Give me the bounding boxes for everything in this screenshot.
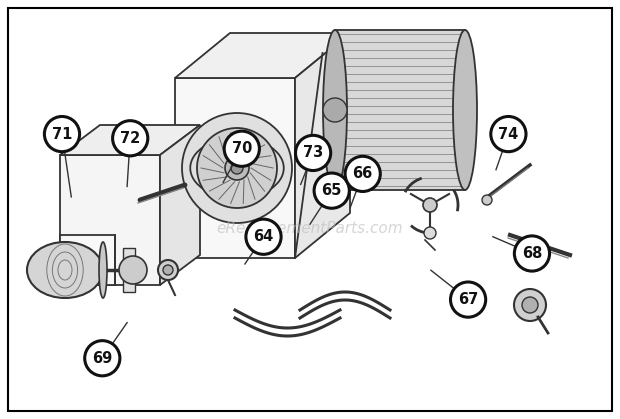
- Circle shape: [182, 113, 292, 223]
- Text: eReplacementParts.com: eReplacementParts.com: [216, 221, 404, 236]
- Bar: [123, 248, 135, 292]
- Text: 69: 69: [92, 351, 112, 366]
- Circle shape: [158, 260, 178, 280]
- Ellipse shape: [323, 30, 347, 190]
- Polygon shape: [295, 33, 350, 258]
- Circle shape: [482, 195, 492, 205]
- Circle shape: [345, 156, 380, 191]
- Text: 68: 68: [522, 246, 542, 261]
- Circle shape: [423, 198, 437, 212]
- Text: 67: 67: [458, 292, 478, 307]
- Circle shape: [451, 282, 485, 317]
- Polygon shape: [175, 33, 350, 78]
- Text: 66: 66: [353, 166, 373, 181]
- Text: 71: 71: [52, 127, 72, 142]
- Circle shape: [314, 173, 349, 208]
- Ellipse shape: [99, 242, 107, 298]
- Ellipse shape: [453, 30, 477, 190]
- Polygon shape: [160, 125, 200, 285]
- Circle shape: [491, 116, 526, 152]
- Circle shape: [225, 156, 249, 180]
- Bar: [335, 30, 465, 190]
- Bar: [175, 78, 295, 258]
- Circle shape: [119, 256, 147, 284]
- Bar: [60, 235, 115, 285]
- Circle shape: [224, 131, 259, 166]
- Bar: [60, 155, 160, 285]
- Text: 74: 74: [498, 127, 518, 142]
- Circle shape: [424, 227, 436, 239]
- Circle shape: [85, 341, 120, 376]
- Circle shape: [514, 289, 546, 321]
- Circle shape: [113, 121, 148, 156]
- Polygon shape: [60, 125, 200, 155]
- Circle shape: [515, 236, 549, 271]
- Text: 65: 65: [322, 183, 342, 198]
- Circle shape: [163, 265, 173, 275]
- Circle shape: [323, 98, 347, 122]
- Text: 72: 72: [120, 131, 140, 146]
- Circle shape: [246, 219, 281, 254]
- Text: 70: 70: [232, 141, 252, 156]
- Ellipse shape: [27, 242, 103, 298]
- Circle shape: [231, 162, 243, 174]
- Circle shape: [45, 116, 79, 152]
- Circle shape: [197, 128, 277, 208]
- Circle shape: [522, 297, 538, 313]
- Text: 73: 73: [303, 145, 323, 160]
- Circle shape: [296, 135, 330, 171]
- Text: 64: 64: [254, 229, 273, 244]
